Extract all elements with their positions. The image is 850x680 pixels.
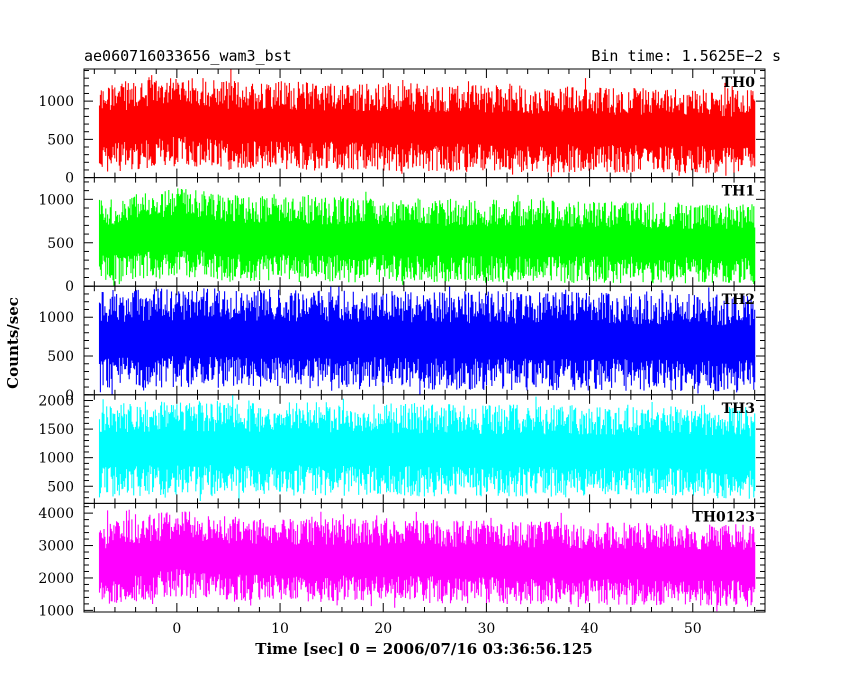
x-tick-label: 30 [477, 621, 495, 637]
y-tick-label: 0 [65, 388, 74, 404]
series-th1 [98, 188, 756, 287]
panel-name-label: TH0 [722, 75, 756, 91]
chart-title: ae060716033656_wam3_bst [84, 47, 292, 65]
x-tick-label: 10 [271, 621, 289, 637]
x-axis-label: Time [sec] 0 = 2006/07/16 03:36:56.125 [255, 640, 592, 658]
panel-th0123: 1000 2000 3000 4000 TH0123 [38, 502, 766, 619]
panels-group: 05001000TH005001000TH105001000TH25001000… [38, 68, 766, 637]
y-tick-label: 1000 [38, 603, 74, 619]
y-tick-label: 1000 [38, 192, 74, 208]
y-tick-label: 2000 [38, 571, 74, 587]
panel-th3: 500 1000 1500 2000 TH3 [38, 394, 766, 504]
y-tick-label: 500 [47, 236, 74, 252]
y-tick-label: 1000 [38, 451, 74, 467]
x-tick-label: 0 [172, 621, 181, 637]
panel-th1: 0 500 1000 TH1 [38, 177, 766, 295]
x-tick-label: 20 [374, 621, 392, 637]
panel-name-label: TH2 [722, 292, 755, 308]
x-tick-label: 50 [684, 621, 702, 637]
y-tick-label: 1000 [38, 94, 74, 110]
series-th0 [98, 69, 756, 177]
y-tick-label: 4000 [38, 506, 74, 522]
y-tick-label: 1500 [38, 422, 74, 438]
y-tick-label: 3000 [38, 539, 74, 555]
panel-th0: 0 500 1000 TH0 [38, 68, 766, 187]
y-tick-label: 0 [65, 171, 74, 187]
y-tick-label: 500 [47, 132, 74, 148]
panel-name-label: TH3 [722, 401, 755, 417]
x-tick-label: 40 [581, 621, 599, 637]
panel-name-label: TH1 [722, 184, 755, 200]
chart-subtitle: Bin time: 1.5625E−2 s [591, 47, 781, 65]
series-th2 [98, 286, 756, 395]
y-axis-label: Counts/sec [4, 297, 22, 389]
series-th3 [98, 394, 756, 502]
panel-name-label: TH0123 [692, 509, 755, 525]
y-tick-label: 2000 [38, 394, 74, 410]
y-tick-label: 1000 [38, 310, 74, 326]
panel-th2: 0 500 1000 TH2 [38, 285, 766, 404]
y-tick-label: 500 [47, 349, 74, 365]
series-th0123 [98, 509, 756, 612]
y-tick-label: 0 [65, 279, 74, 295]
y-tick-label: 500 [47, 479, 74, 495]
